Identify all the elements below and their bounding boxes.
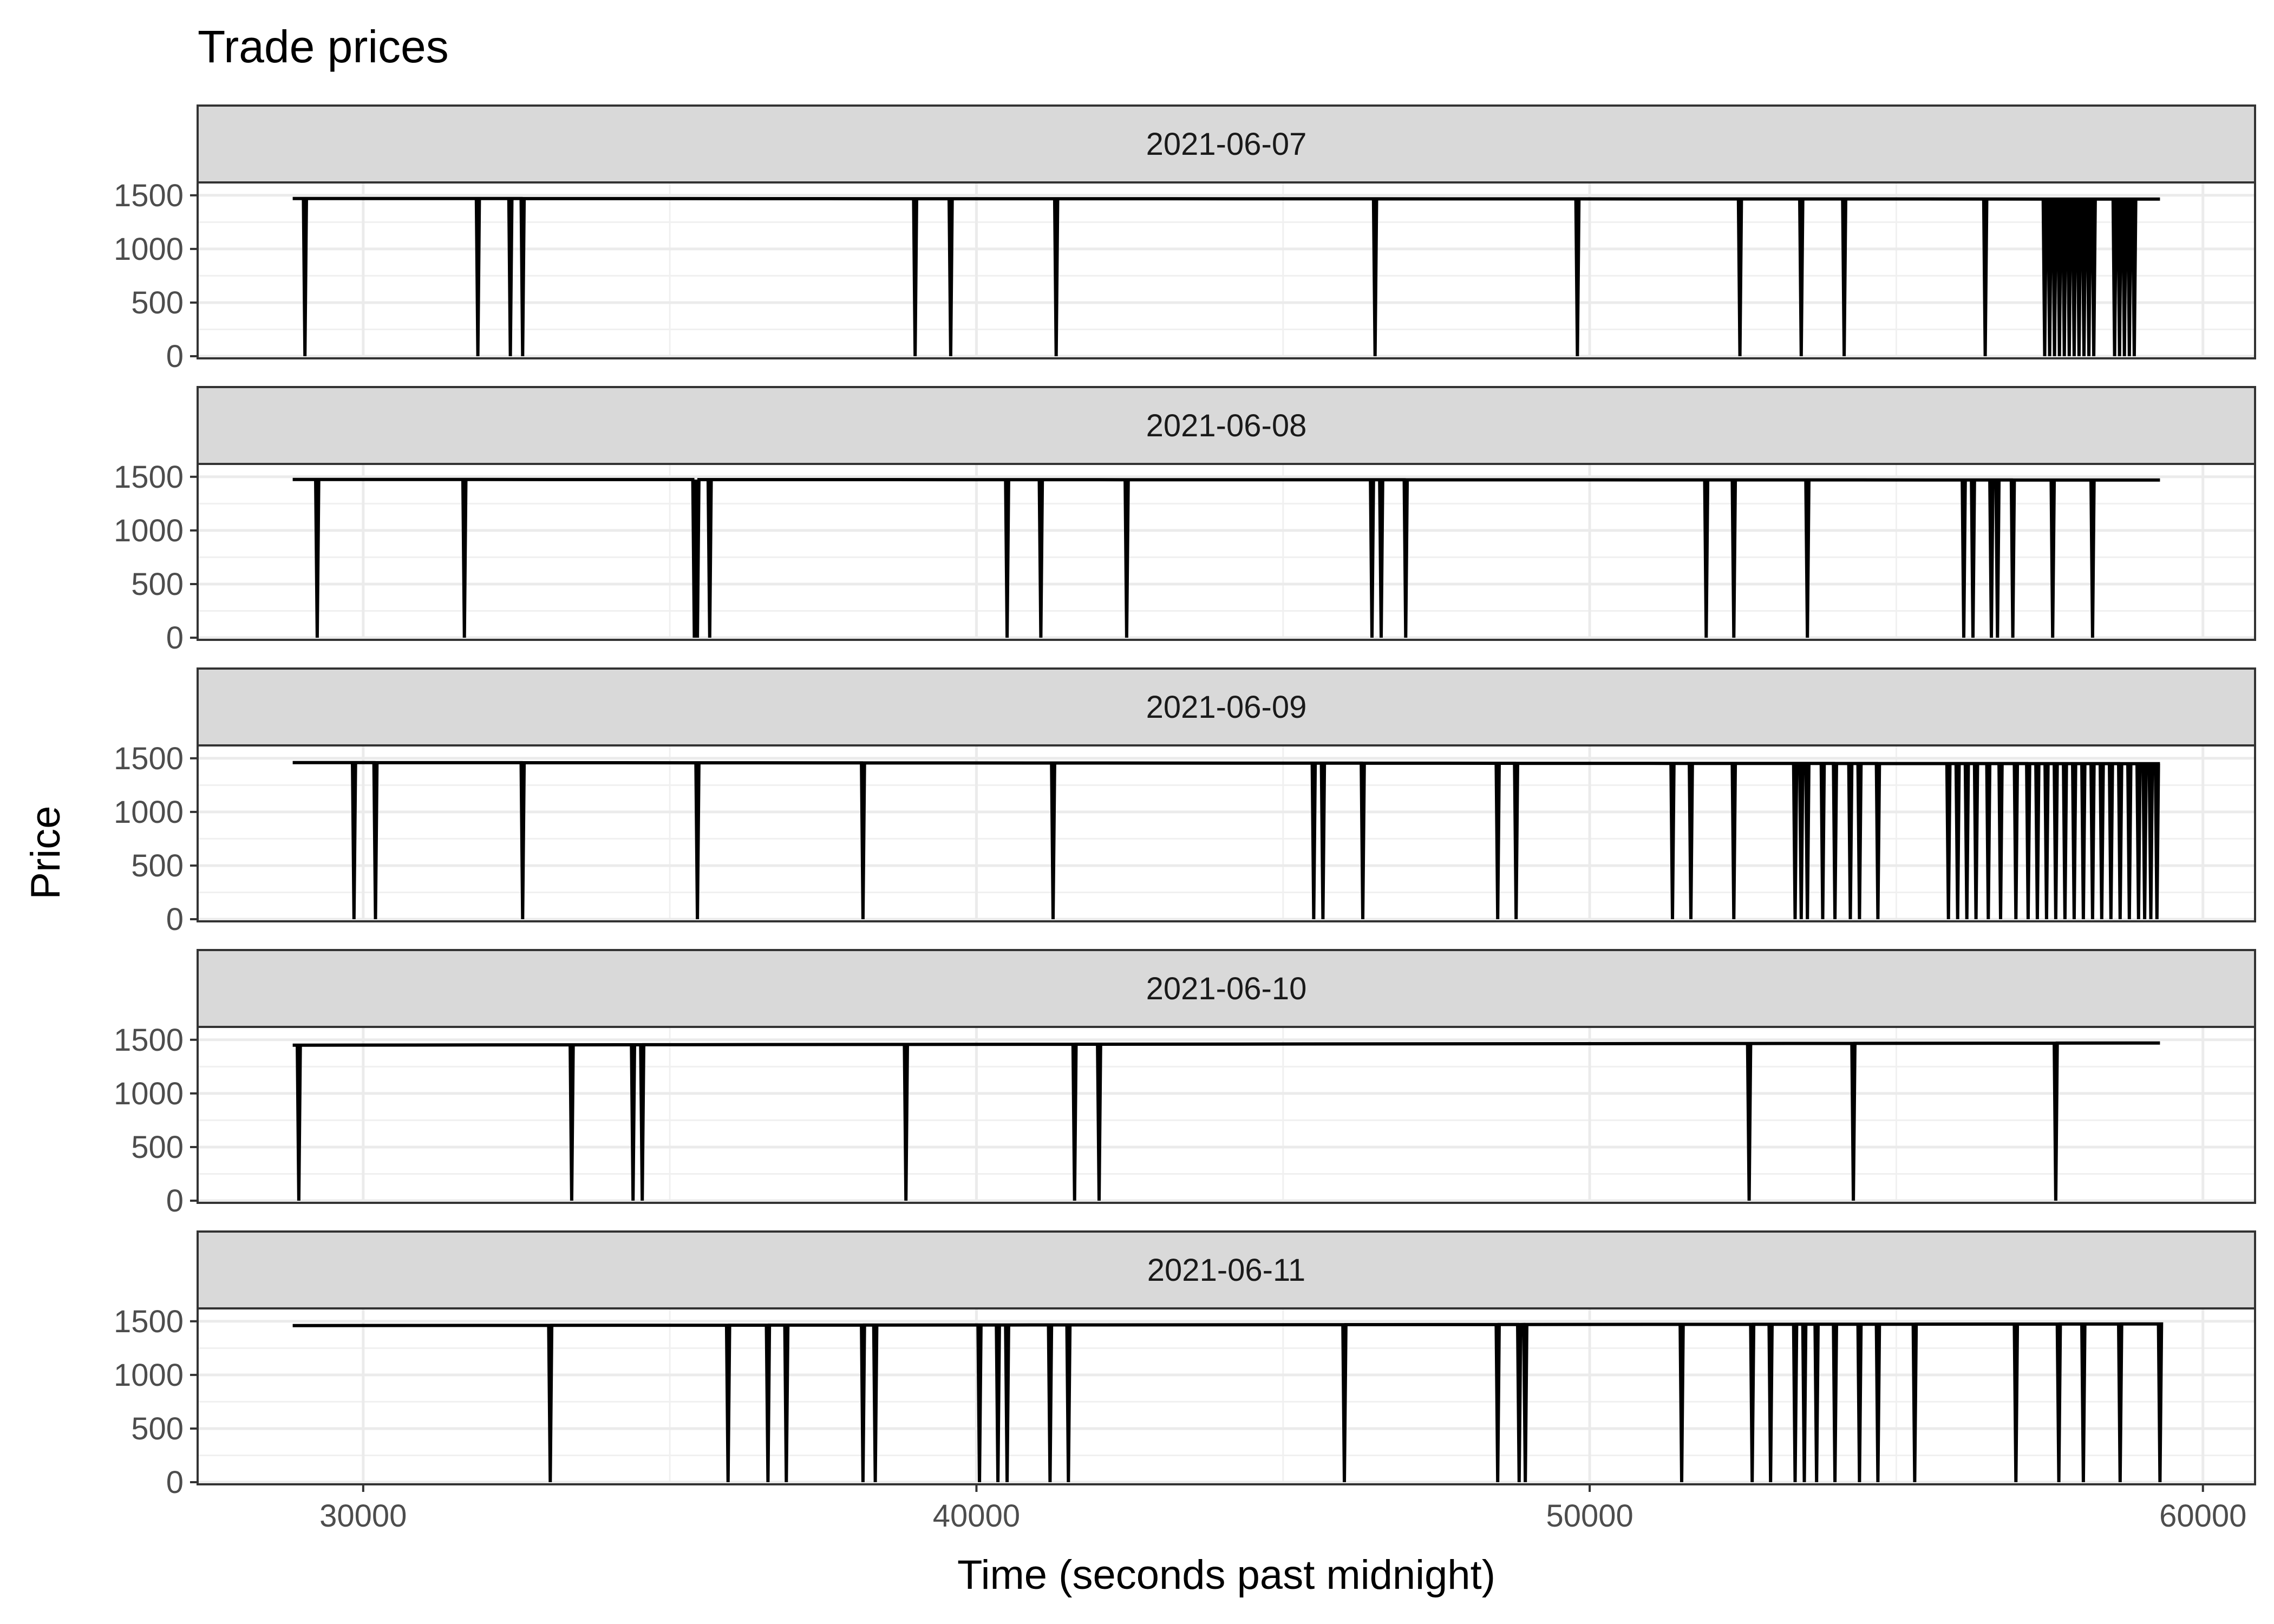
x-axis-title: Time (seconds past midnight) [957, 1552, 1495, 1598]
panel-background [198, 464, 2255, 640]
price-series-line [292, 761, 2160, 920]
y-tick-label: 500 [131, 848, 184, 883]
y-tick-label: 0 [166, 1465, 184, 1500]
facet-strip [197, 949, 2256, 1028]
price-series-line [292, 477, 2160, 638]
y-tick-label: 500 [131, 1130, 184, 1165]
y-tick-label: 0 [166, 620, 184, 656]
y-tick-label: 1500 [114, 1023, 184, 1058]
facet-strip [197, 104, 2256, 184]
facet-strip-label: 2021-06-08 [1146, 408, 1307, 443]
y-tick-label: 1000 [114, 232, 184, 267]
facet-panel: 2021-06-08 0 500 1000 1500 [114, 386, 2256, 656]
facet-panel: 2021-06-09 0 500 1000 1500 [114, 667, 2256, 937]
y-axis-title: Price [23, 806, 69, 899]
x-tick-label: 30000 [319, 1498, 407, 1534]
x-tick-label: 60000 [2159, 1498, 2246, 1534]
panel-border [197, 744, 2256, 922]
y-tick-label: 500 [131, 567, 184, 602]
y-tick-label: 1500 [114, 460, 184, 495]
y-tick-label: 1000 [114, 513, 184, 548]
panel-border [197, 1026, 2256, 1204]
panel-border [197, 1307, 2256, 1485]
y-tick-label: 1000 [114, 1076, 184, 1111]
y-tick-label: 0 [166, 339, 184, 374]
y-tick-label: 500 [131, 1411, 184, 1446]
facet-strip-label: 2021-06-10 [1146, 971, 1307, 1006]
price-series-line [292, 197, 2160, 357]
panel-background [198, 182, 2255, 358]
panel-border [197, 181, 2256, 359]
panel-background [198, 1308, 2255, 1484]
x-tick-label: 40000 [933, 1498, 1020, 1534]
y-tick-label: 1000 [114, 1358, 184, 1393]
y-tick-label: 0 [166, 1183, 184, 1219]
panel-background [198, 1027, 2255, 1203]
y-tick-label: 1500 [114, 741, 184, 776]
facet-panel: 2021-06-11 0 500 1000 1500 [114, 1230, 2256, 1500]
facet-strip-label: 2021-06-07 [1146, 127, 1307, 162]
y-tick-label: 1000 [114, 795, 184, 830]
y-tick-label: 500 [131, 285, 184, 320]
facet-strip-label: 2021-06-09 [1146, 690, 1307, 725]
x-tick-label: 50000 [1546, 1498, 1633, 1534]
facet-panel: 2021-06-10 0 500 1000 1500 [114, 949, 2256, 1219]
price-series-line [292, 1041, 2160, 1201]
panel-border [197, 463, 2256, 641]
facet-strip-label: 2021-06-11 [1147, 1253, 1305, 1288]
y-tick-label: 1500 [114, 1304, 184, 1339]
facet-strip [197, 1230, 2256, 1309]
facet-strip [197, 667, 2256, 746]
y-tick-label: 1500 [114, 178, 184, 213]
price-series-line [292, 1322, 2164, 1483]
chart-title: Trade prices [198, 21, 449, 72]
y-tick-label: 0 [166, 902, 184, 937]
facet-panel: 2021-06-07 0 500 1000 1500 [114, 104, 2256, 374]
facet-panels: 2021-06-07 0 500 1000 1500 2021-06-08 0 500 1000… [114, 104, 2256, 1534]
